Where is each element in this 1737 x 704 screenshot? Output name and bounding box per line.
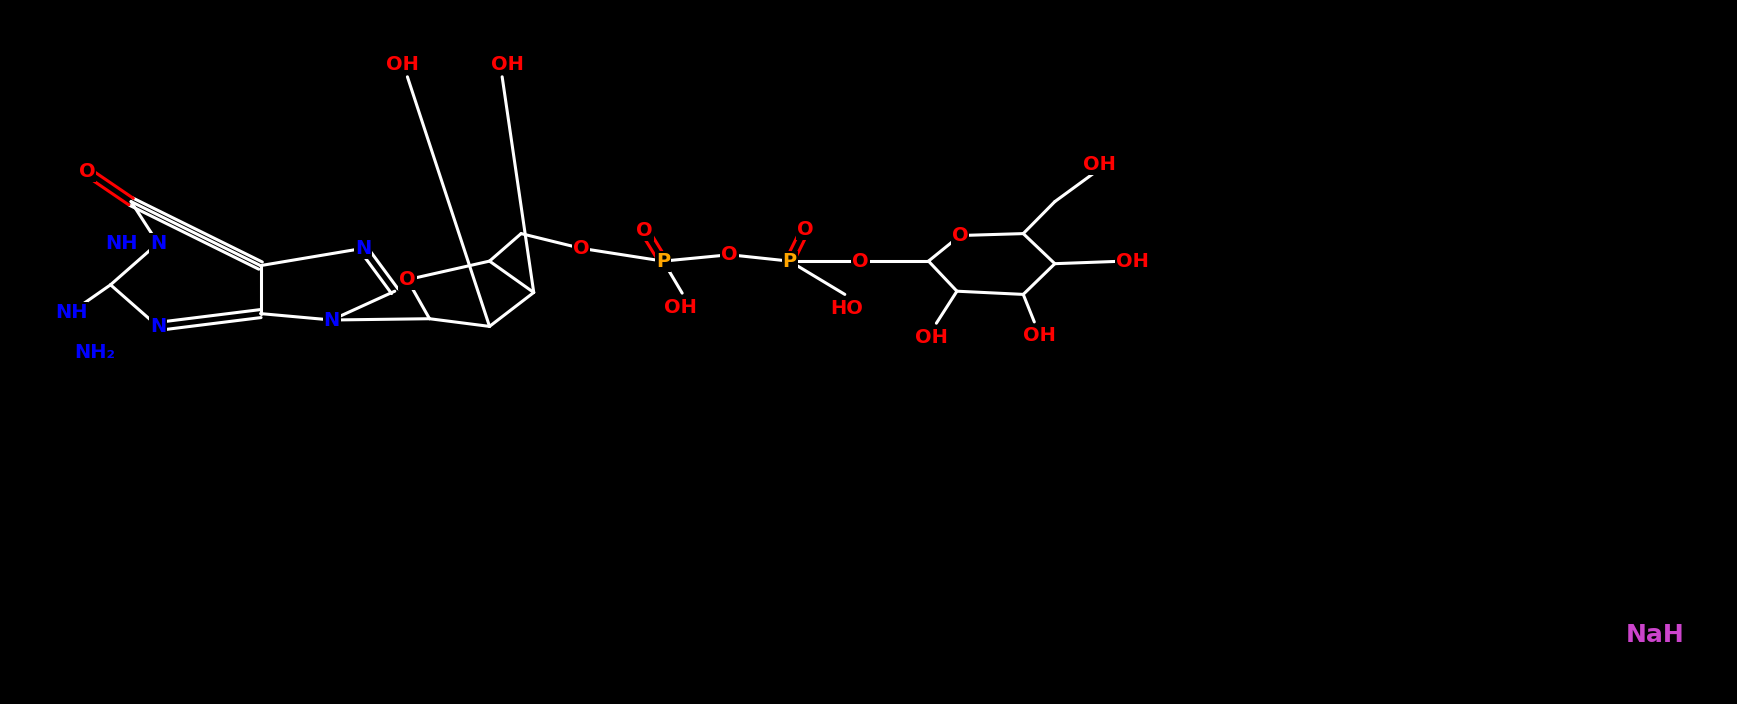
Text: NH: NH (56, 303, 87, 322)
Text: O: O (400, 270, 415, 289)
Text: OH: OH (1082, 156, 1115, 175)
Text: HO: HO (830, 299, 863, 318)
Text: N: N (354, 239, 372, 258)
Text: O: O (573, 239, 589, 258)
Text: N: N (149, 317, 167, 336)
Text: P: P (657, 251, 670, 270)
Text: OH: OH (664, 298, 697, 317)
Text: O: O (721, 245, 738, 264)
Text: OH: OH (1023, 327, 1056, 346)
Text: OH: OH (492, 56, 523, 75)
Text: OH: OH (915, 327, 948, 346)
Text: O: O (952, 226, 969, 245)
Text: NH₂: NH₂ (75, 343, 115, 361)
Text: N: N (323, 310, 340, 329)
Text: OH: OH (386, 56, 419, 75)
Text: P: P (782, 251, 797, 270)
Text: O: O (797, 220, 813, 239)
Text: N: N (149, 234, 167, 253)
Text: O: O (78, 162, 96, 181)
Text: NaH: NaH (1626, 623, 1685, 647)
Text: OH: OH (1115, 251, 1148, 270)
Text: NH: NH (106, 234, 137, 253)
Text: O: O (636, 221, 653, 240)
Text: O: O (853, 251, 868, 270)
